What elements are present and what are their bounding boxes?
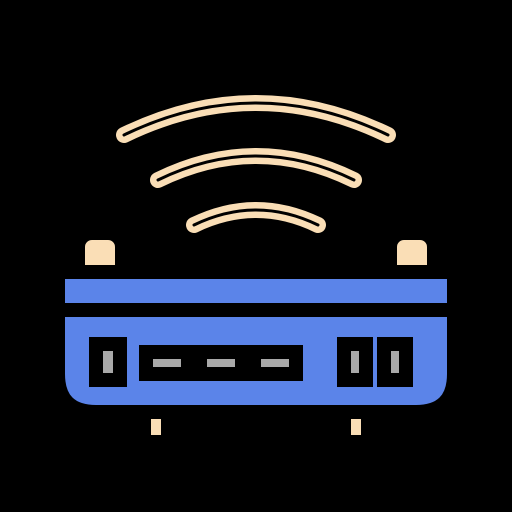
router-port (146, 352, 188, 374)
antenna (407, 42, 417, 243)
router-port (96, 344, 120, 380)
router-icon (0, 0, 512, 512)
router-port (384, 344, 406, 380)
router-port (254, 352, 296, 374)
antenna (95, 42, 105, 243)
router-port (344, 344, 366, 380)
router-port (200, 352, 242, 374)
